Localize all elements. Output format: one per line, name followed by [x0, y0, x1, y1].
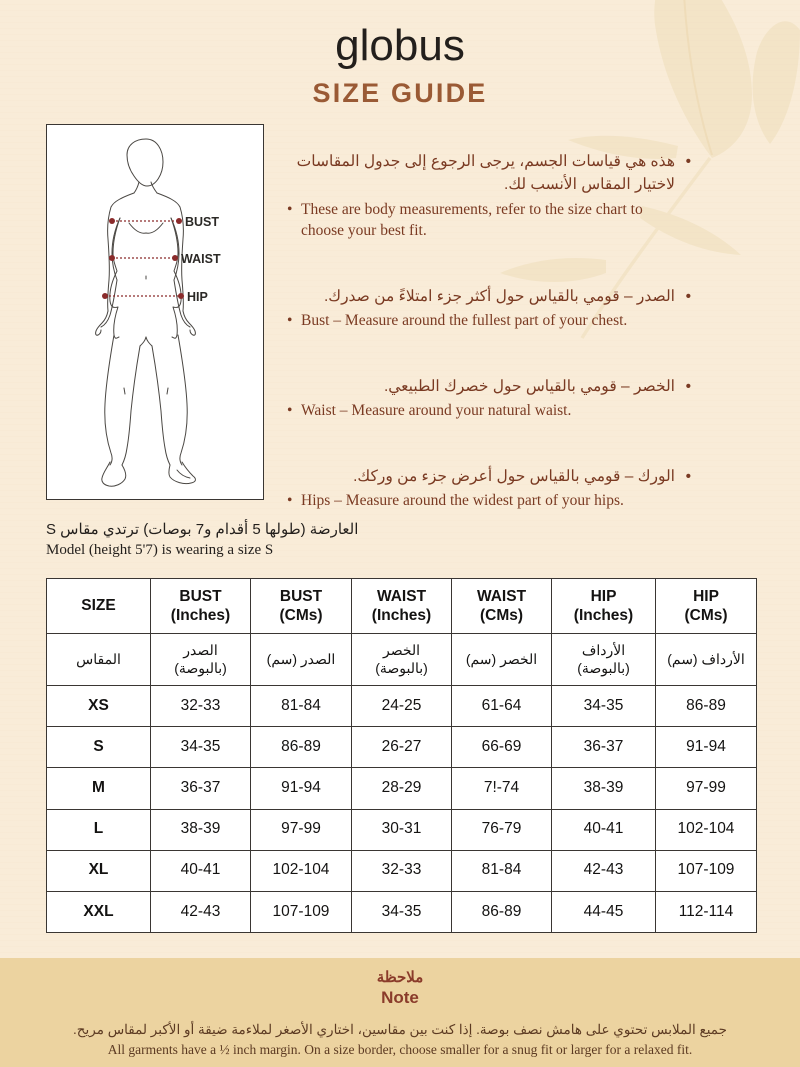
svg-text:HIP: HIP — [187, 290, 208, 304]
svg-text:WAIST: WAIST — [181, 252, 221, 266]
svg-text:BUST: BUST — [185, 215, 219, 229]
